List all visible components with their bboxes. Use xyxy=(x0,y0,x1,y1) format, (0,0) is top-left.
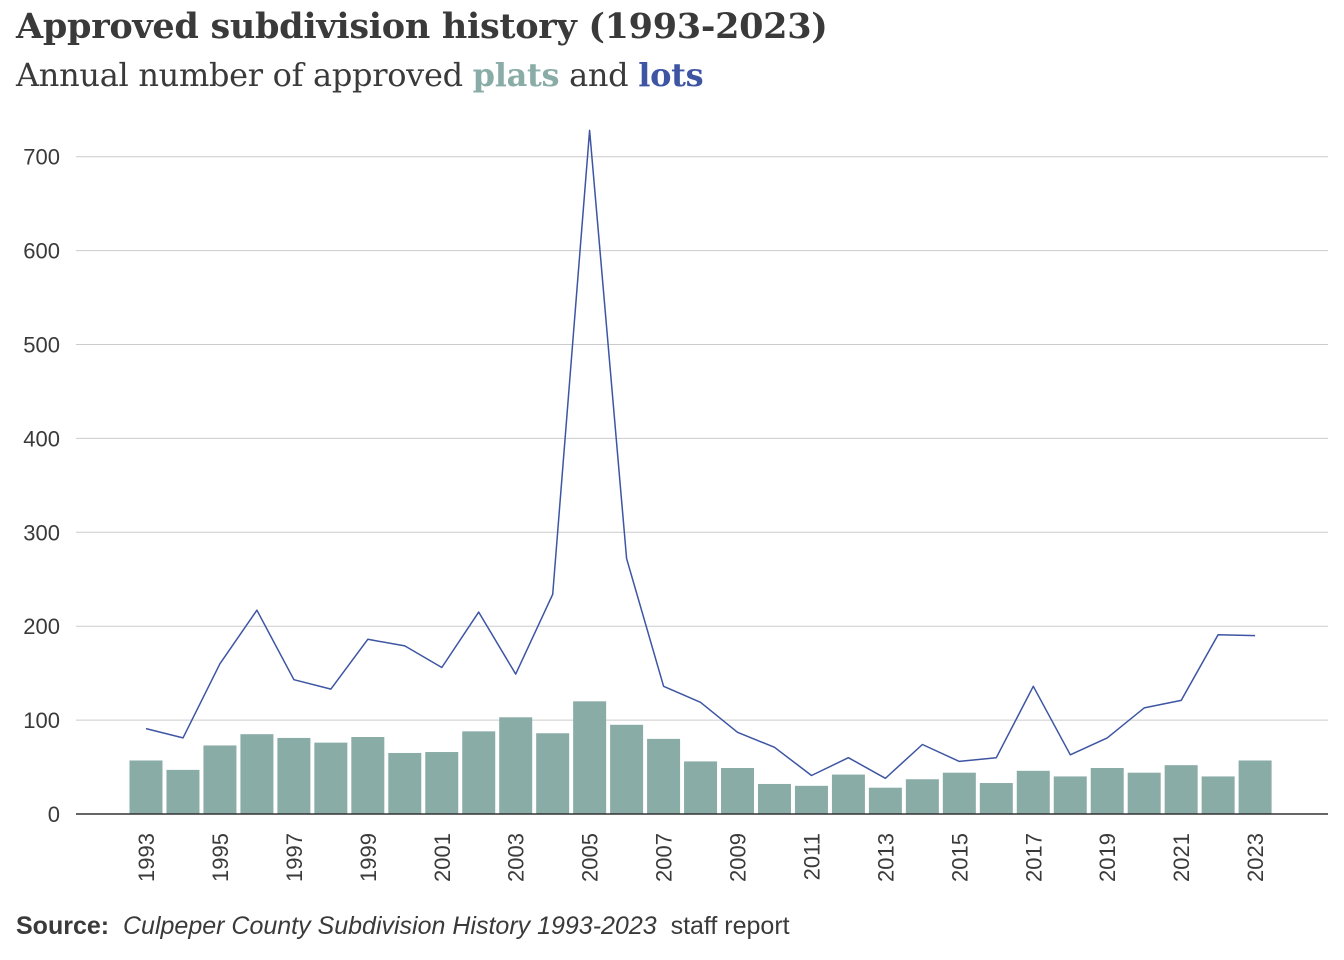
x-tick-label: 2009 xyxy=(726,833,751,882)
y-tick-label: 0 xyxy=(48,802,60,827)
x-tick-label: 1997 xyxy=(282,833,307,882)
plats-bar xyxy=(388,752,422,814)
y-tick-label: 300 xyxy=(23,520,60,545)
subtitle-text: Annual number of approved xyxy=(16,56,473,94)
plats-bar xyxy=(1238,760,1272,814)
source-label: Source: xyxy=(16,912,110,940)
x-tick-label: 1999 xyxy=(356,833,381,882)
plats-bar xyxy=(1164,765,1198,814)
x-tick-label: 2017 xyxy=(1021,833,1046,882)
plats-bar xyxy=(314,742,348,814)
plats-bar xyxy=(979,783,1013,814)
gridlines xyxy=(76,156,1328,721)
x-tick-label: 2021 xyxy=(1169,833,1194,882)
plats-bar xyxy=(647,738,681,814)
plats-bar xyxy=(831,774,865,814)
plats-bar xyxy=(942,772,976,814)
plats-bar xyxy=(425,752,459,814)
source-publication: Culpeper County Subdivision History 1993… xyxy=(123,912,657,940)
x-tick-label: 2001 xyxy=(430,833,455,882)
subtitle-text-and: and xyxy=(559,56,639,94)
plats-bar xyxy=(499,717,533,814)
lots-legend-label: lots xyxy=(638,56,704,94)
plats-bar xyxy=(536,733,570,814)
plats-bar xyxy=(351,737,385,814)
lots-series-line xyxy=(145,129,1256,780)
plats-legend-label: plats xyxy=(472,56,560,94)
x-tick-label: 2005 xyxy=(578,833,603,882)
chart-subtitle: Annual number of approved plats and lots xyxy=(16,56,704,94)
x-tick-label: 2003 xyxy=(504,833,529,882)
plats-bar xyxy=(129,760,163,814)
x-tick-label: 2023 xyxy=(1243,833,1268,882)
plats-bar xyxy=(573,701,607,814)
plats-bar xyxy=(277,737,311,814)
plats-bar xyxy=(794,785,828,814)
plats-bar xyxy=(905,779,939,814)
plats-bar xyxy=(868,787,902,814)
plats-bars xyxy=(129,701,1272,814)
plats-bar xyxy=(1127,772,1161,814)
y-axis-tick-labels: 0 100 200 300 400 500 600 700 xyxy=(23,145,60,827)
plats-bar xyxy=(684,761,718,814)
y-tick-label: 100 xyxy=(23,708,60,733)
plats-bar xyxy=(203,745,237,814)
chart-title: Approved subdivision history (1993-2023) xyxy=(16,6,828,47)
y-tick-label: 200 xyxy=(23,614,60,639)
plats-bar xyxy=(1016,770,1050,814)
plats-bar xyxy=(1201,776,1235,814)
plats-bar xyxy=(610,724,644,814)
plats-bar xyxy=(721,767,755,814)
x-tick-label: 2013 xyxy=(873,833,898,882)
plats-bar xyxy=(1090,767,1124,814)
y-tick-label: 600 xyxy=(23,239,60,264)
x-tick-label: 2015 xyxy=(947,833,972,882)
y-tick-label: 400 xyxy=(23,426,60,451)
x-tick-label: 2007 xyxy=(652,833,677,882)
plats-bar xyxy=(462,731,496,814)
source-note: Source: Culpeper County Subdivision Hist… xyxy=(16,912,790,941)
x-tick-label: 2011 xyxy=(799,833,824,880)
x-tick-label: 1993 xyxy=(134,833,159,882)
plats-bar xyxy=(757,783,791,814)
y-tick-label: 700 xyxy=(23,145,60,170)
y-tick-label: 500 xyxy=(23,333,60,358)
plats-bar xyxy=(1053,776,1087,814)
x-tick-label: 2019 xyxy=(1095,833,1120,882)
x-axis-tick-labels: 1993 1995 1997 1999 2001 2003 2005 2007 2009 2011… xyxy=(134,833,1268,882)
source-suffix: staff report xyxy=(670,912,790,940)
plats-bar xyxy=(240,734,274,814)
lots-line xyxy=(145,129,1256,780)
x-tick-label: 1995 xyxy=(208,833,233,882)
plats-bar xyxy=(166,769,200,814)
